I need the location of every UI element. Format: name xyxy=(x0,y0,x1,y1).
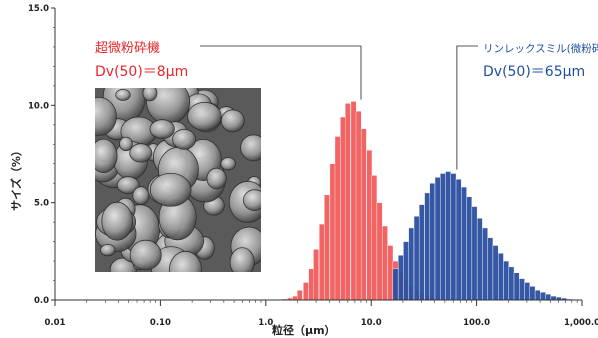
x-tick-label-1: 0.10 xyxy=(150,318,171,328)
particle-blob xyxy=(119,136,133,152)
bar-series-1-7 xyxy=(429,182,436,301)
bar-series-1-27 xyxy=(534,290,541,301)
bar-series-0-12 xyxy=(344,103,351,301)
bar-series-1-9 xyxy=(440,173,446,301)
bar-series-1-5 xyxy=(418,204,425,301)
bar-series-1-23 xyxy=(513,272,520,301)
bar-series-0-13 xyxy=(350,101,357,301)
y-tick-label-1: 5.0 xyxy=(34,199,49,209)
particle-blob xyxy=(101,201,133,241)
y-tick-label-3: 15.0 xyxy=(28,4,49,14)
annotations: 超微粉砕機 Dv(50)＝8μm リンレックスミル(微粉砕機 Dv(50)＝65… xyxy=(95,41,598,170)
particle-blob xyxy=(149,173,192,207)
x-tick-label-4: 100.0 xyxy=(463,318,490,328)
annotation-blue-name: リンレックスミル(微粉砕機 xyxy=(483,42,598,55)
bar-series-1-0 xyxy=(392,268,399,301)
bar-series-0-18 xyxy=(376,202,383,301)
x-tick-label-2: 1.0 xyxy=(258,318,273,328)
particle-blob xyxy=(220,157,237,171)
bar-series-0-11 xyxy=(340,116,346,301)
bar-series-1-16 xyxy=(476,218,483,301)
particle-blob xyxy=(206,167,227,190)
bar-series-1-2 xyxy=(403,241,409,301)
bar-series-1-13 xyxy=(461,186,467,301)
y-tick-label-0: 0.0 xyxy=(34,296,49,306)
bar-series-1-24 xyxy=(519,278,525,301)
bar-series-1-6 xyxy=(424,192,431,301)
bar-series-1-22 xyxy=(508,266,515,301)
bar-series-1-15 xyxy=(471,206,478,301)
particle-blob xyxy=(168,250,203,272)
bar-series-0-8 xyxy=(324,194,330,301)
particle-blob xyxy=(220,109,245,133)
bar-series-0-7 xyxy=(318,223,325,301)
y-tick-label-2: 10.0 xyxy=(28,101,49,111)
particle-blob xyxy=(142,88,158,102)
bar-series-0-10 xyxy=(334,136,341,301)
bar-series-1-30 xyxy=(550,295,557,301)
bar-series-0-3 xyxy=(296,290,303,301)
x-tick-label-3: 10.0 xyxy=(361,318,382,328)
axes: 0.0 5.0 10.0 15.0 0.01 0.10 1.0 10.0 100.0 1,000.… xyxy=(28,4,598,328)
x-tick-label-0: 0.01 xyxy=(45,318,66,328)
bar-series-0-14 xyxy=(355,110,362,301)
bar-series-0-9 xyxy=(329,163,336,301)
bar-series-1-29 xyxy=(545,293,552,301)
bar-series-0-16 xyxy=(366,149,373,301)
annotation-red-leader xyxy=(200,45,362,100)
particle-blob xyxy=(240,134,261,162)
particle-blob xyxy=(187,102,222,131)
bar-series-1-4 xyxy=(413,216,420,301)
annotation-red-dv: Dv(50)＝8μm xyxy=(95,64,188,80)
series-red-bars xyxy=(281,101,446,301)
particle-blob xyxy=(129,239,162,271)
bar-series-1-12 xyxy=(455,179,462,301)
particle-blob xyxy=(95,138,118,174)
particle-blob xyxy=(116,176,140,194)
bar-series-1-11 xyxy=(450,173,457,301)
bar-series-1-3 xyxy=(408,227,415,301)
bar-series-1-19 xyxy=(492,245,499,301)
bar-series-1-14 xyxy=(466,196,473,301)
bar-series-0-6 xyxy=(313,249,319,301)
bar-series-0-20 xyxy=(387,245,394,301)
bar-series-1-18 xyxy=(487,237,494,301)
particle-blob xyxy=(149,119,175,139)
bar-series-0-5 xyxy=(308,268,315,301)
bar-series-1-10 xyxy=(445,171,451,301)
x-tick-label-5: 1,000.0 xyxy=(564,318,598,328)
bar-series-1-1 xyxy=(397,255,404,301)
particle-blob xyxy=(95,97,117,136)
bar-series-1-25 xyxy=(524,282,531,301)
x-axis-title: 粒径（μm） xyxy=(272,323,336,337)
series-blue-bars xyxy=(392,171,578,301)
particle-blob xyxy=(132,186,150,206)
bar-series-1-17 xyxy=(482,227,488,301)
annotation-blue-dv: Dv(50)＝65μm xyxy=(483,64,585,80)
bar-series-1-8 xyxy=(434,177,441,301)
sem-micrograph-inset xyxy=(95,88,261,272)
bar-series-0-17 xyxy=(371,175,378,301)
bar-series-0-19 xyxy=(382,225,388,301)
bar-series-1-21 xyxy=(503,260,509,301)
particle-blob xyxy=(229,247,255,272)
particle-blob xyxy=(242,189,261,211)
annotation-red-name: 超微粉砕機 xyxy=(95,41,160,56)
bar-series-0-15 xyxy=(360,128,367,301)
particle-blob xyxy=(100,244,116,257)
annotation-blue-leader xyxy=(456,45,478,170)
particle-blob xyxy=(115,88,131,101)
y-axis-title: サイズ（%） xyxy=(9,145,23,211)
bar-series-0-4 xyxy=(303,282,309,301)
particle-blob xyxy=(146,88,191,125)
bar-series-1-26 xyxy=(529,286,536,301)
particle-blob xyxy=(129,143,153,163)
particle-blob xyxy=(172,128,197,150)
bar-series-1-20 xyxy=(498,253,504,301)
bar-series-1-28 xyxy=(540,292,546,301)
